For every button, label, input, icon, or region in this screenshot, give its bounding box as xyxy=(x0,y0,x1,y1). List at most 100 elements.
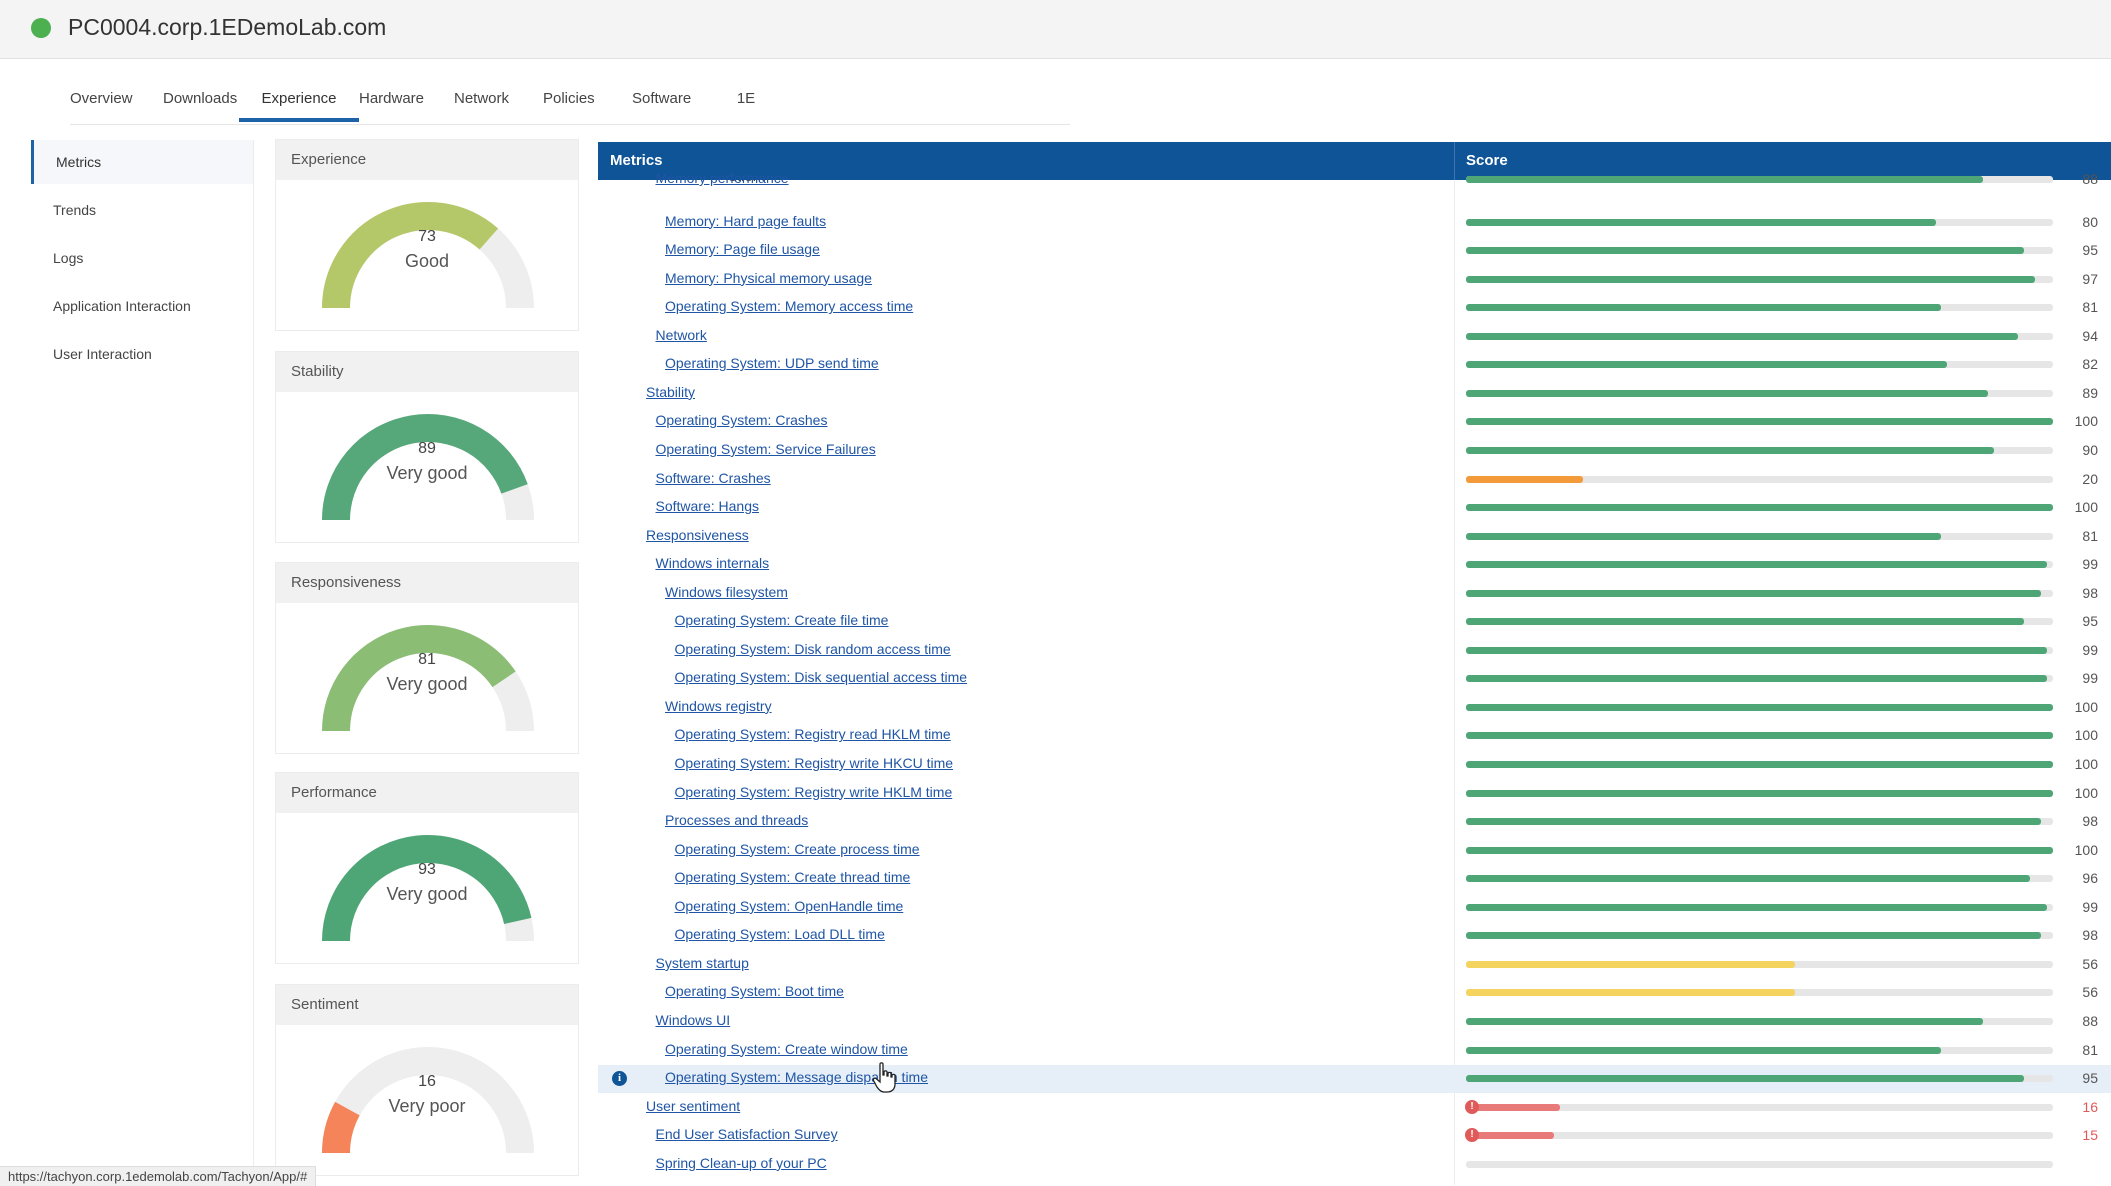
metric-link[interactable]: Operating System: Disk sequential access… xyxy=(674,669,968,686)
table-row[interactable]: Memory: Physical memory usage 97 xyxy=(598,266,2111,294)
table-row[interactable]: Operating System: Crashes 100 xyxy=(598,408,2111,436)
table-row[interactable]: End User Satisfaction Survey! 15 xyxy=(598,1122,2111,1150)
sidebar-item-application-interaction[interactable]: Application Interaction xyxy=(53,298,191,314)
table-row[interactable]: Memory performance 88 xyxy=(598,166,2111,194)
metric-link[interactable]: Operating System: Service Failures xyxy=(655,440,876,457)
metric-link[interactable]: Stability xyxy=(646,383,696,400)
score-value: 81 xyxy=(2082,1041,2098,1058)
metric-link[interactable]: Operating System: Boot time xyxy=(665,983,844,1000)
table-row[interactable]: Windows UI 88 xyxy=(598,1008,2111,1036)
metric-link[interactable]: Operating System: Create process time xyxy=(674,840,920,857)
metric-link[interactable]: Memory: Hard page faults xyxy=(665,212,827,229)
table-row[interactable]: Operating System: Create file time 95 xyxy=(598,608,2111,636)
metric-link[interactable]: Spring Clean-up of your PC xyxy=(655,1154,827,1171)
table-row[interactable]: Network 94 xyxy=(598,323,2111,351)
info-icon[interactable]: i xyxy=(612,1071,627,1087)
metric-link[interactable]: Operating System: Create thread time xyxy=(674,869,911,886)
metric-link[interactable]: Windows UI xyxy=(655,1011,731,1028)
metric-link[interactable]: Software: Crashes xyxy=(655,469,771,486)
table-row[interactable]: Operating System: Registry read HKLM tim… xyxy=(598,722,2111,750)
tab-policies[interactable]: Policies xyxy=(543,90,595,107)
score-value: 100 xyxy=(2074,499,2098,516)
metric-link[interactable]: Operating System: Create window time xyxy=(665,1040,908,1057)
table-row[interactable]: Memory: Hard page faults 80 xyxy=(598,209,2111,237)
score-value: 89 xyxy=(2082,384,2098,401)
table-row[interactable]: Windows filesystem 98 xyxy=(598,580,2111,608)
tab-downloads[interactable]: Downloads xyxy=(163,90,238,107)
table-row[interactable]: Processes and threads 98 xyxy=(598,808,2111,836)
table-row[interactable]: Operating System: Disk sequential access… xyxy=(598,665,2111,693)
tab-experience[interactable]: Experience xyxy=(239,60,359,122)
table-row[interactable]: Stability 89 xyxy=(598,380,2111,408)
metric-link[interactable]: Operating System: Registry write HKLM ti… xyxy=(674,783,953,800)
score-value: 88 xyxy=(2082,171,2098,187)
metric-link[interactable]: Processes and threads xyxy=(665,812,809,829)
metric-link[interactable]: Memory: Physical memory usage xyxy=(665,269,872,286)
table-row[interactable]: Operating System: Disk random access tim… xyxy=(598,637,2111,665)
table-row[interactable]: Operating System: Service Failures 90 xyxy=(598,437,2111,465)
table-row[interactable]: Software: Hangs 100 xyxy=(598,494,2111,522)
metric-link[interactable]: Memory: Page file usage xyxy=(665,241,820,258)
sidebar-item-user-interaction[interactable]: User Interaction xyxy=(53,346,152,362)
table-row[interactable]: Operating System: Registry write HKLM ti… xyxy=(598,780,2111,808)
tab-1e-client[interactable]: 1E Client xyxy=(727,90,765,185)
table-row[interactable]: Operating System: Memory access time 81 xyxy=(598,294,2111,322)
sidebar-item-metrics[interactable]: Metrics xyxy=(31,140,253,184)
metrics-column-header[interactable]: Metrics xyxy=(610,152,663,169)
metric-link[interactable]: Windows filesystem xyxy=(665,583,788,600)
table-row[interactable]: Operating System: Registry write HKCU ti… xyxy=(598,751,2111,779)
score-value: 90 xyxy=(2082,441,2098,458)
table-row[interactable]: Operating System: UDP send time 82 xyxy=(598,351,2111,379)
table-row[interactable]: Spring Clean-up of your PC xyxy=(598,1151,2111,1179)
tab-network[interactable]: Network xyxy=(454,90,510,107)
gauge-rating: Very good xyxy=(386,463,468,483)
metric-link[interactable]: System startup xyxy=(655,954,749,971)
metric-link[interactable]: Operating System: Crashes xyxy=(655,412,828,429)
table-row[interactable]: Operating System: Create thread time 96 xyxy=(598,865,2111,893)
metric-link[interactable]: User sentiment xyxy=(646,1097,741,1114)
metric-link[interactable]: Windows registry xyxy=(665,697,772,714)
metric-link[interactable]: Responsiveness xyxy=(646,526,749,543)
score-value: 97 xyxy=(2082,270,2098,287)
tab-software[interactable]: Software xyxy=(632,90,692,107)
table-row[interactable]: Memory: Page file usage 95 xyxy=(598,237,2111,265)
metric-link[interactable]: Operating System: Load DLL time xyxy=(674,926,885,943)
tab-hardware[interactable]: Hardware xyxy=(359,90,425,107)
table-row[interactable]: Operating System: OpenHandle time 99 xyxy=(598,894,2111,922)
metric-link[interactable]: Software: Hangs xyxy=(655,498,760,515)
metric-link[interactable]: Operating System: Registry read HKLM tim… xyxy=(674,726,951,743)
gauge-fill xyxy=(322,202,499,309)
score-value: 95 xyxy=(2082,1070,2098,1087)
metric-link[interactable]: Operating System: OpenHandle time xyxy=(674,897,904,914)
card-responsiveness: Responsiveness 81 Very good xyxy=(276,563,578,753)
table-row[interactable]: Operating System: Create window time 81 xyxy=(598,1037,2111,1065)
table-row[interactable]: Windows internals 99 xyxy=(598,551,2111,579)
metric-link[interactable]: Operating System: UDP send time xyxy=(665,355,879,372)
metric-link[interactable]: Operating System: Message dispatch time xyxy=(665,1069,929,1086)
score-bar-fill xyxy=(1466,304,1942,312)
table-row[interactable]: User sentiment! 16 xyxy=(598,1094,2111,1122)
score-value: 99 xyxy=(2082,641,2098,658)
metric-link[interactable]: Operating System: Disk random access tim… xyxy=(674,640,951,657)
table-row[interactable]: Operating System: Create process time 100 xyxy=(598,837,2111,865)
table-row[interactable]: Operating System: Boot time 56 xyxy=(598,979,2111,1007)
gauge-rating: Very poor xyxy=(388,1096,466,1116)
metric-link[interactable]: Memory performance xyxy=(655,170,789,186)
metric-link[interactable]: Operating System: Create file time xyxy=(674,612,889,629)
metric-link[interactable]: Operating System: Registry write HKCU ti… xyxy=(674,755,954,771)
sidebar-item-trends[interactable]: Trends xyxy=(53,202,97,218)
score-column-header[interactable]: Score xyxy=(1466,152,1508,169)
table-row[interactable]: i Operating System: Message dispatch time… xyxy=(598,1065,2111,1094)
tab-overview[interactable]: Overview xyxy=(70,90,133,107)
metric-link[interactable]: Windows internals xyxy=(655,555,770,572)
table-row[interactable]: Software: Crashes 20 xyxy=(598,466,2111,494)
metric-link[interactable]: Network xyxy=(655,326,707,343)
score-bar xyxy=(1466,1160,2053,1168)
table-row[interactable]: Responsiveness 81 xyxy=(598,523,2111,551)
table-row[interactable]: Windows registry 100 xyxy=(598,694,2111,722)
table-row[interactable]: Operating System: Load DLL time 98 xyxy=(598,922,2111,950)
sidebar-item-logs[interactable]: Logs xyxy=(53,250,84,266)
table-row[interactable]: System startup 56 xyxy=(598,951,2111,979)
metric-link[interactable]: Operating System: Memory access time xyxy=(665,298,914,315)
metric-link[interactable]: End User Satisfaction Survey xyxy=(655,1126,838,1143)
